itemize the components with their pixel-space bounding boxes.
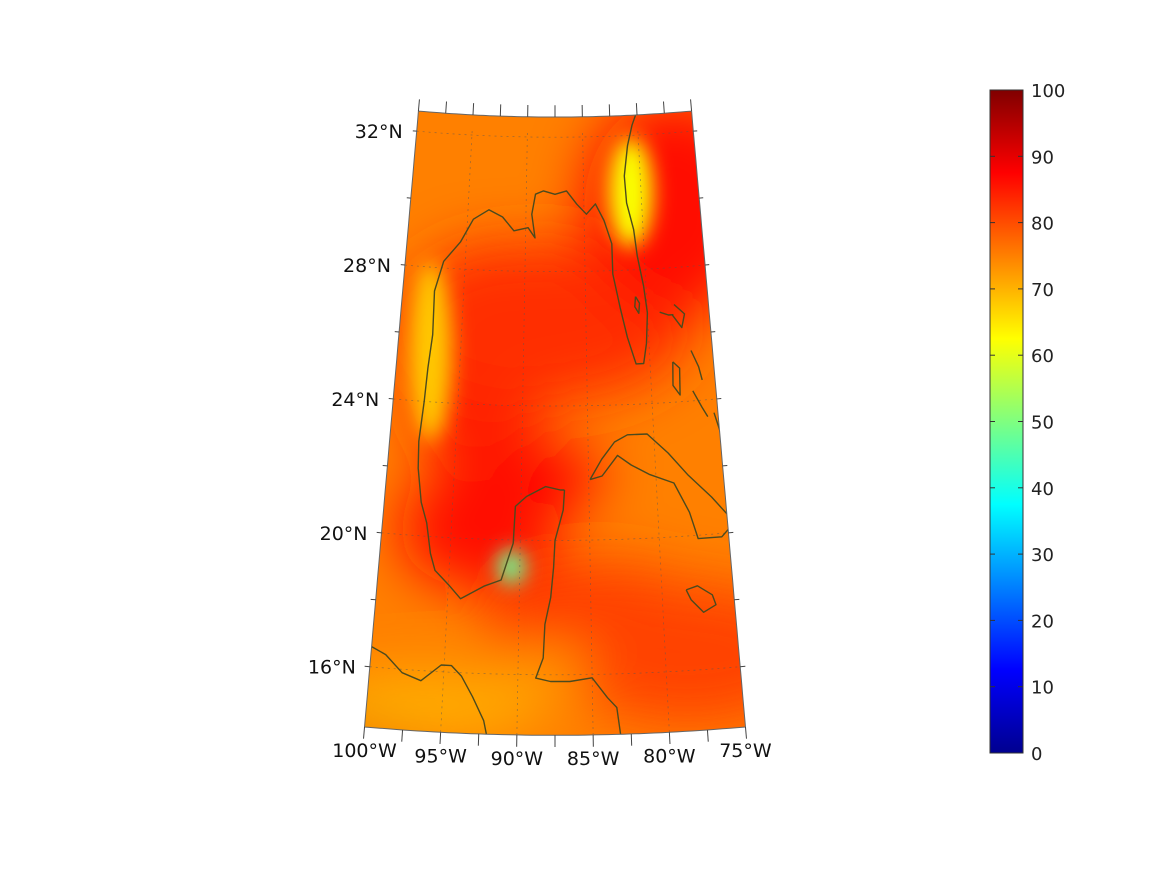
parallel-20 (381, 532, 729, 541)
coast-yucatan-caribbean (535, 489, 622, 735)
coast-hispaniola (735, 531, 746, 596)
coast-jamaica (685, 585, 717, 613)
coast-exuma (692, 390, 709, 417)
lat-label-24: 24°N (331, 389, 379, 411)
parallel-28 (404, 264, 706, 272)
colorbar-bar (989, 89, 1024, 754)
top-tick (417, 99, 420, 112)
colorbar-label-80: 80 (1031, 214, 1054, 235)
bottom-tick (668, 732, 671, 745)
colorbar-label-60: 60 (1031, 346, 1054, 367)
coast-mexico-gulf (417, 111, 649, 600)
field-coolspot-gulf-of-honduras (509, 644, 590, 685)
bottom-tick (363, 726, 366, 739)
latitude-labels: 32°N 28°N 24°N 20°N 16°N (308, 121, 403, 679)
meridian-90 (516, 130, 528, 735)
field-coolspot-north-florida-coast (608, 137, 653, 248)
field-coolspot-campeche-coast (497, 548, 526, 585)
lon-label-85: 85°W (567, 748, 620, 770)
coast-eleuthera (690, 350, 703, 381)
lat-label-28: 28°N (343, 255, 391, 277)
coast-abaco (671, 303, 686, 329)
lat-label-20: 20°N (320, 523, 368, 545)
lon-label-95: 95°W (414, 745, 467, 767)
top-tick (690, 99, 693, 112)
coast-lake-okeechobee (634, 296, 641, 314)
frame-ticks (363, 99, 747, 748)
coast-andros (672, 361, 681, 396)
coast-gulf-mainland (371, 645, 488, 735)
field-hotspot-central-caribbean (557, 583, 746, 724)
field-hotspot-north-of-yucatan (493, 446, 604, 507)
lat-label-32: 32°N (355, 121, 403, 143)
bottom-tick (744, 726, 747, 739)
top-tick (445, 101, 448, 114)
bottom-tick (439, 732, 442, 745)
bottom-tick (401, 729, 404, 742)
colorbar-label-90: 90 (1031, 147, 1054, 168)
colorbar-label-100: 100 (1031, 81, 1065, 102)
top-tick (635, 103, 638, 115)
parallel-32 (416, 130, 694, 138)
colorbar-label-50: 50 (1031, 413, 1054, 434)
coast-grand-bahama (659, 311, 674, 316)
longitude-labels: 100°W 95°W 90°W 85°W 80°W 75°W (332, 740, 772, 770)
colorbar-labels: 0 10 20 30 40 50 60 70 80 90 100 (1031, 81, 1065, 765)
colorbar-label-0: 0 (1031, 744, 1042, 765)
gridlines (369, 128, 741, 735)
bottom-tick (706, 729, 709, 742)
colorbar-ticks (990, 89, 1023, 754)
lon-label-100: 100°W (332, 740, 397, 762)
colorbar-label-20: 20 (1031, 611, 1054, 632)
colorbar-label-10: 10 (1031, 678, 1054, 699)
colorbar-label-30: 30 (1031, 545, 1054, 566)
top-tick (472, 103, 475, 115)
field-coolspot-pacific-south-of-mexico (364, 674, 547, 735)
lat-label-16: 16°N (308, 657, 356, 679)
lon-label-80: 80°W (643, 745, 696, 767)
colorbar: 0 10 20 30 40 50 60 70 80 90 100 (989, 81, 1065, 765)
top-tick (662, 101, 665, 114)
lon-label-90: 90°W (491, 748, 544, 770)
colorbar-label-40: 40 (1031, 479, 1054, 500)
colorbar-label-70: 70 (1031, 280, 1054, 301)
parallel-16 (369, 666, 741, 676)
meridian-85 (582, 130, 594, 735)
lon-label-75: 75°W (719, 740, 772, 762)
